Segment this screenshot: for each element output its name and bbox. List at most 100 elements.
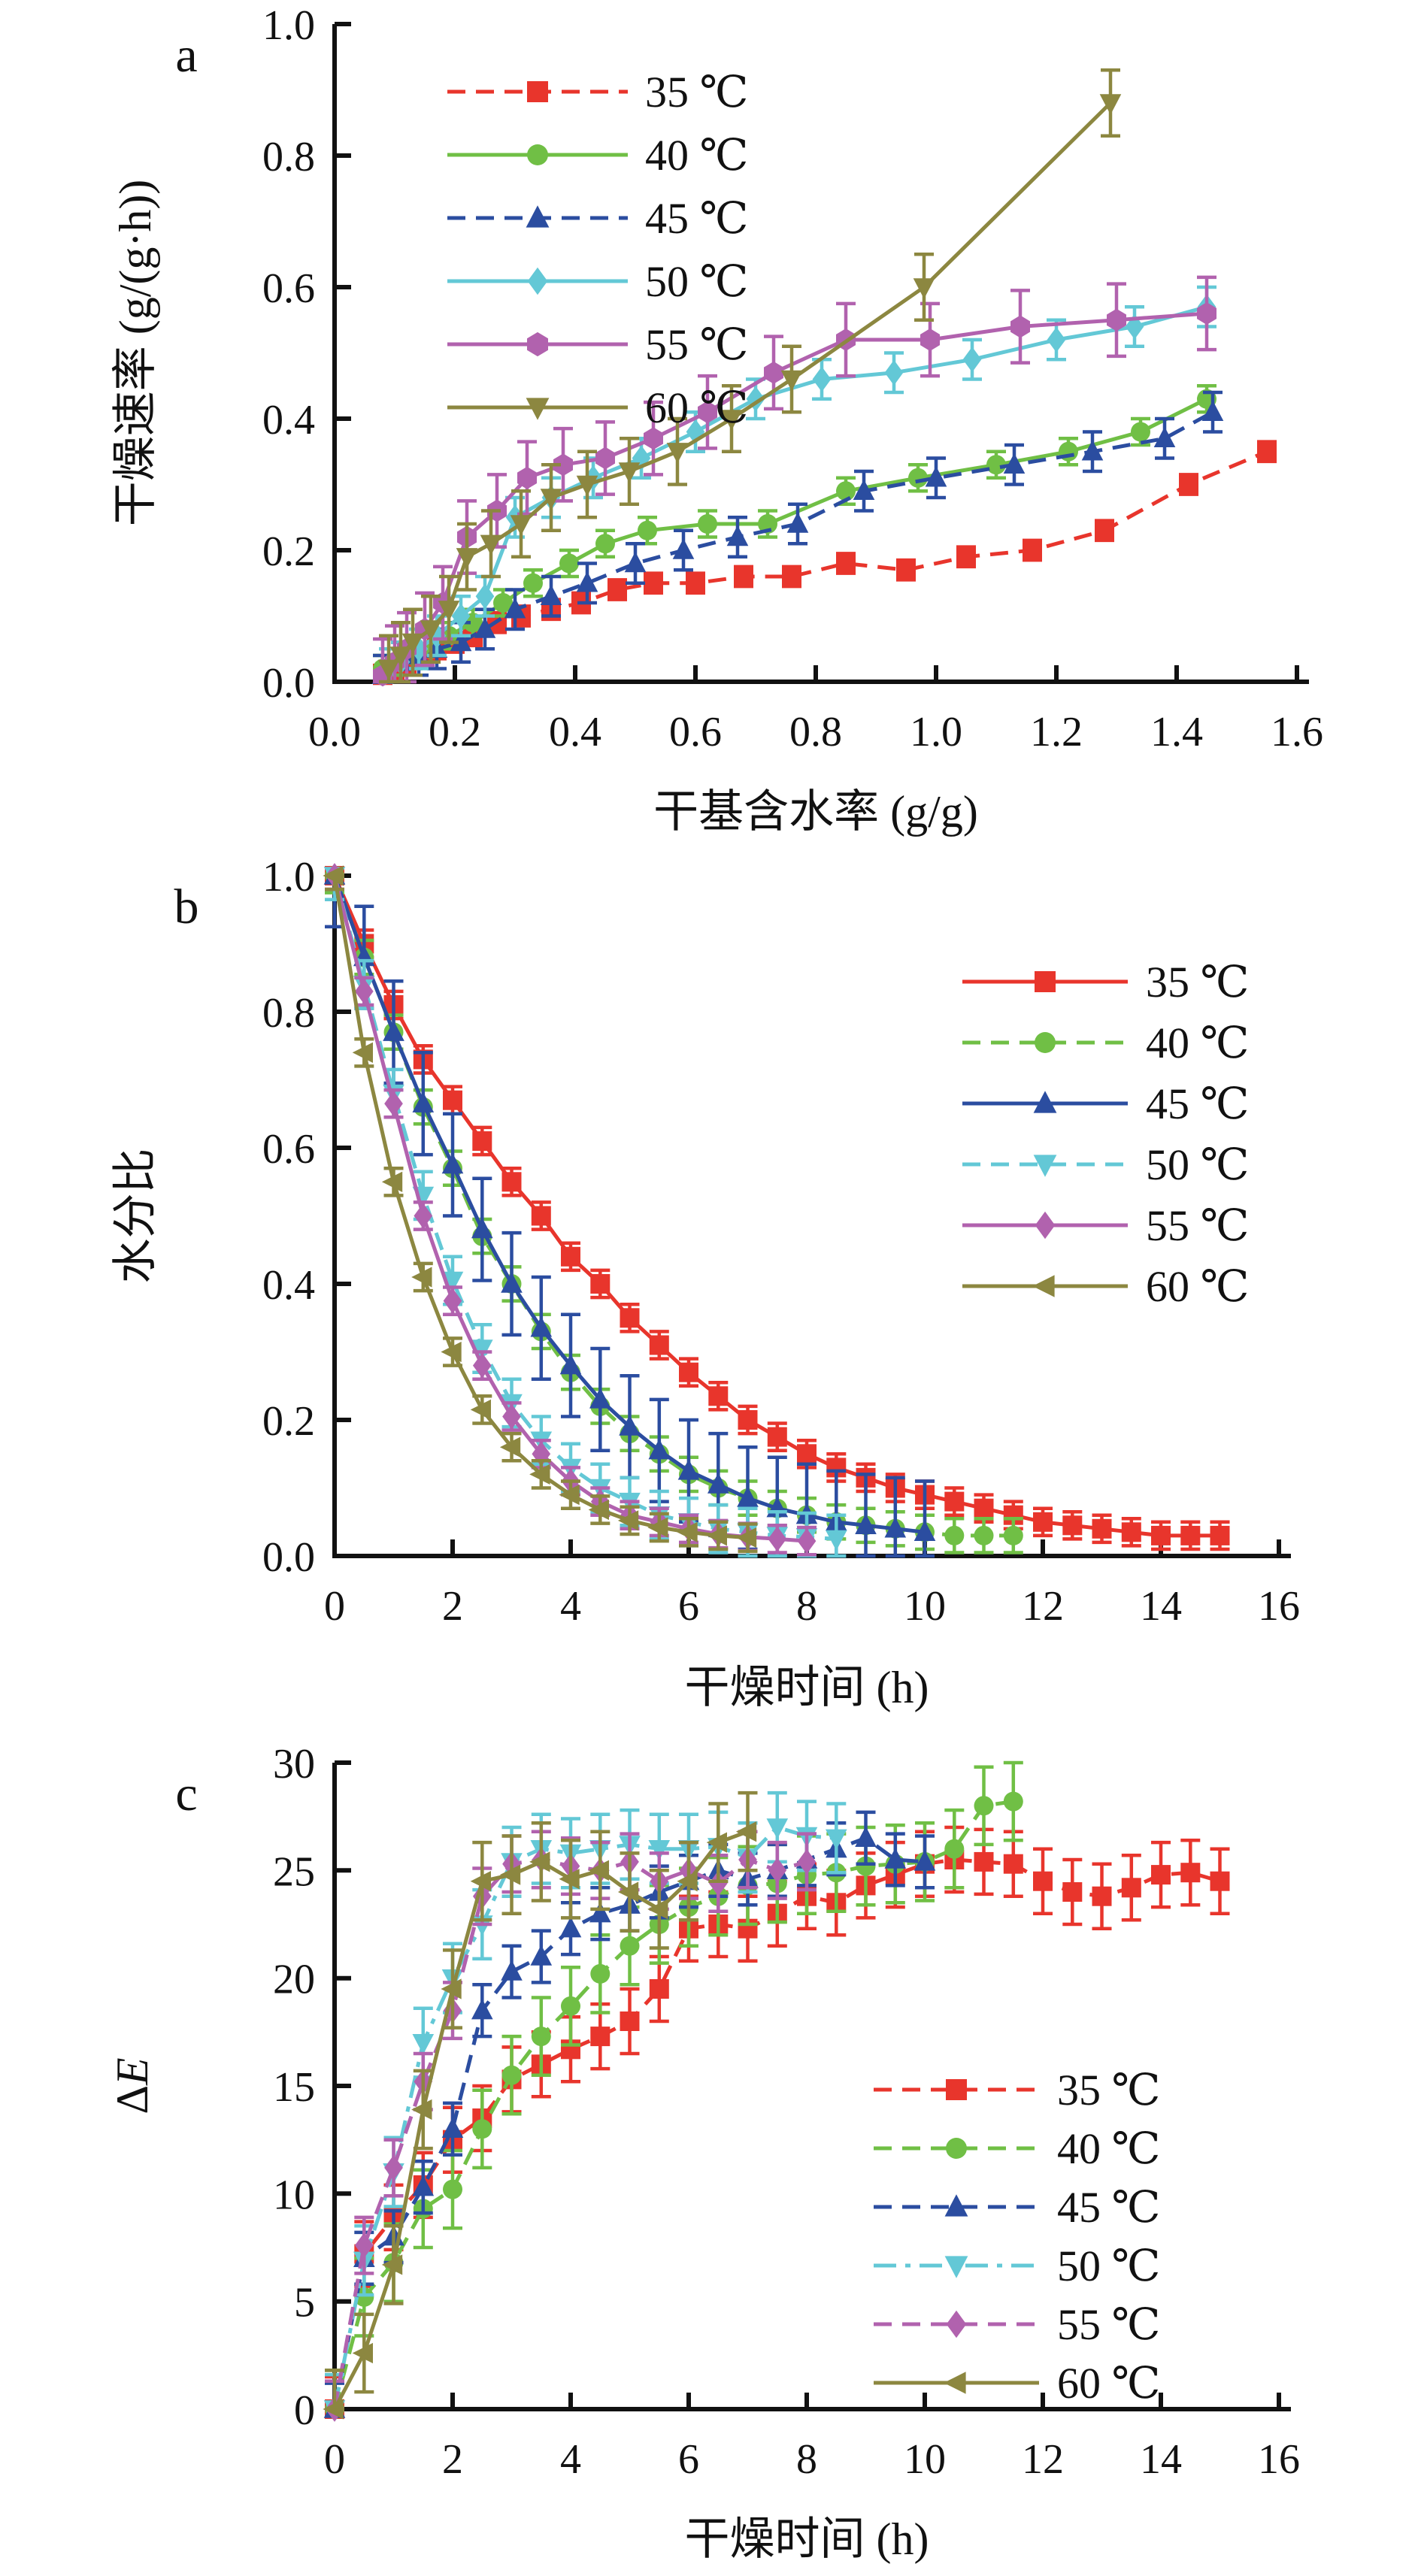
triangle-down-marker: [412, 2034, 435, 2055]
series-line: [332, 1830, 749, 2411]
square-marker: [782, 567, 801, 586]
hexagon-marker: [698, 401, 717, 424]
circle-marker: [758, 514, 777, 534]
y-tick-label: 0.0: [262, 1534, 315, 1581]
triangle-up-marker: [412, 2175, 435, 2196]
triangle-up-marker: [944, 2194, 968, 2217]
legend-item: 45 ℃: [874, 2183, 1160, 2232]
triangle-up-marker: [619, 1415, 641, 1436]
triangle-left-marker: [617, 1510, 639, 1531]
y-axis-label: 水分比: [111, 1149, 160, 1284]
diamond-marker: [768, 1526, 787, 1552]
x-tick-label: 1.4: [1150, 709, 1203, 755]
triangle-up-marker: [530, 1316, 553, 1337]
legend: 35 ℃ 40 ℃ 45 ℃ 50 ℃ 55 ℃ 60 ℃: [962, 958, 1249, 1311]
legend-label: 45 ℃: [645, 194, 748, 243]
triangle-up-marker: [855, 1826, 877, 1847]
triangle-up-marker: [925, 466, 947, 487]
x-tick-label: 6: [678, 2436, 699, 2483]
legend-item: 35 ℃: [447, 68, 748, 117]
triangle-left-marker: [735, 1821, 757, 1842]
diamond-marker: [475, 583, 495, 610]
y-tick-label: 15: [273, 2064, 315, 2111]
square-marker: [1210, 1871, 1230, 1891]
triangle-left-marker: [411, 1267, 432, 1288]
x-tick-label: 8: [796, 1583, 817, 1630]
triangle-down-marker: [1099, 94, 1122, 115]
triangle-left-marker: [559, 1869, 580, 1890]
diamond-marker: [443, 1288, 462, 1314]
square-marker: [1210, 1525, 1230, 1545]
circle-marker: [986, 455, 1006, 475]
circle-marker: [698, 514, 717, 534]
triangle-left-marker: [706, 1832, 727, 1853]
triangle-left-marker: [381, 1171, 403, 1192]
y-tick-label: 1.0: [262, 2, 315, 49]
x-tick-label: 0: [324, 2436, 345, 2483]
triangle-up-marker: [576, 571, 598, 592]
legend-label: 55 ℃: [1057, 2300, 1160, 2349]
diamond-marker: [962, 347, 982, 373]
series-60c: [377, 68, 1122, 684]
triangle-up-marker: [501, 1272, 523, 1293]
legend-item: 50 ℃: [447, 257, 748, 306]
triangle-left-marker: [617, 1881, 639, 1902]
x-tick-label: 12: [1022, 2436, 1064, 2483]
circle-marker: [908, 468, 928, 488]
hexagon-marker: [1010, 315, 1030, 338]
x-axis-label: 干基含水率 (g/g): [653, 787, 978, 837]
legend-item: 60 ℃: [962, 1262, 1249, 1311]
triangle-up-marker: [737, 1486, 759, 1507]
square-marker: [1180, 1863, 1201, 1883]
y-tick-label: 30: [273, 1741, 315, 1787]
diamond-marker: [414, 1203, 433, 1229]
square-marker: [836, 553, 856, 574]
error-bars: [379, 68, 1120, 684]
legend-item: 40 ℃: [447, 131, 748, 180]
panel-letter-c: c: [175, 1766, 197, 1821]
square-marker: [686, 573, 705, 593]
legend-label: 60 ℃: [1057, 2359, 1160, 2408]
panel-letter-b: b: [174, 879, 199, 934]
circle-marker: [531, 2027, 551, 2047]
triangle-down-marker: [666, 443, 689, 464]
triangle-left-marker: [647, 1517, 668, 1538]
triangle-up-marker: [624, 551, 647, 573]
triangle-up-marker: [914, 1520, 936, 1541]
triangle-up-marker: [677, 1459, 700, 1480]
triangle-left-marker: [588, 1499, 609, 1521]
triangle-down-marker: [826, 1829, 847, 1850]
series-line: [332, 875, 837, 1541]
hexagon-marker: [1107, 308, 1126, 331]
triangle-down-marker: [420, 620, 442, 641]
series-line: [332, 875, 1013, 1538]
hexagon-marker: [764, 361, 783, 384]
diamond-marker: [884, 359, 904, 386]
y-tick-label: 0.2: [262, 1398, 315, 1445]
square-marker: [767, 1427, 787, 1447]
hexagon-marker: [527, 331, 548, 357]
circle-marker: [638, 520, 657, 540]
x-tick-label: 1.2: [1030, 709, 1083, 755]
square-marker: [679, 1362, 698, 1382]
triangle-up-marker: [855, 1513, 877, 1534]
circle-marker: [1131, 422, 1150, 442]
legend-item: 50 ℃: [874, 2242, 1160, 2290]
legend-label: 50 ℃: [1146, 1140, 1249, 1189]
legend-label: 50 ℃: [1057, 2242, 1160, 2290]
legend-item: 55 ℃: [962, 1201, 1249, 1250]
square-marker: [946, 2079, 967, 2100]
diamond-marker: [1125, 313, 1144, 340]
circle-marker: [944, 1525, 965, 1545]
square-marker: [527, 81, 548, 102]
circle-marker: [974, 1525, 994, 1545]
y-tick-label: 0.2: [262, 528, 315, 575]
triangle-down-marker: [766, 1818, 789, 1839]
series-55c: [373, 275, 1216, 687]
square-marker: [944, 1491, 965, 1512]
hexagon-marker: [553, 453, 573, 477]
triangle-down-marker: [648, 1840, 671, 1861]
circle-marker: [493, 593, 513, 613]
x-tick-label: 4: [560, 2436, 581, 2483]
